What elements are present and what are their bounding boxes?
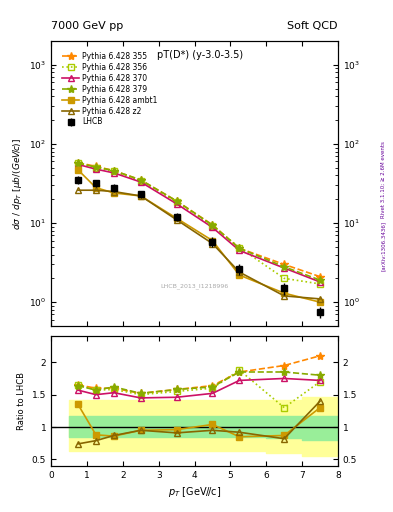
Pythia 6.428 356	[282, 275, 286, 282]
Line: Pythia 6.428 379: Pythia 6.428 379	[74, 159, 324, 284]
Pythia 6.428 ambt1	[237, 272, 242, 278]
Pythia 6.428 z2	[75, 187, 80, 193]
Pythia 6.428 ambt1	[210, 238, 215, 244]
Pythia 6.428 ambt1	[75, 167, 80, 173]
Pythia 6.428 379	[75, 160, 80, 166]
Text: LHCB_2013_I1218996: LHCB_2013_I1218996	[160, 283, 229, 289]
Pythia 6.428 355	[112, 167, 116, 174]
Pythia 6.428 z2	[138, 193, 143, 199]
Y-axis label: $d\sigma\ /\ dp_{T}\ [\mu b/(GeV\!/\!c)]$: $d\sigma\ /\ dp_{T}\ [\mu b/(GeV\!/\!c)]…	[11, 137, 24, 229]
Pythia 6.428 379	[94, 164, 98, 170]
Pythia 6.428 ambt1	[174, 215, 179, 221]
Pythia 6.428 ambt1	[282, 290, 286, 296]
Pythia 6.428 356	[138, 178, 143, 184]
Pythia 6.428 356	[75, 160, 80, 166]
Pythia 6.428 379	[318, 277, 322, 283]
Y-axis label: Ratio to LHCB: Ratio to LHCB	[17, 372, 26, 430]
Pythia 6.428 z2	[94, 187, 98, 193]
Pythia 6.428 370	[94, 166, 98, 172]
Text: Rivet 3.1.10; ≥ 2.6M events: Rivet 3.1.10; ≥ 2.6M events	[381, 141, 386, 218]
Pythia 6.428 ambt1	[318, 299, 322, 305]
Pythia 6.428 355	[210, 222, 215, 228]
Text: Soft QCD: Soft QCD	[288, 21, 338, 31]
Legend: Pythia 6.428 355, Pythia 6.428 356, Pythia 6.428 370, Pythia 6.428 379, Pythia 6: Pythia 6.428 355, Pythia 6.428 356, Pyth…	[61, 51, 159, 128]
Pythia 6.428 370	[237, 247, 242, 253]
Pythia 6.428 356	[112, 168, 116, 175]
Pythia 6.428 ambt1	[94, 185, 98, 191]
Pythia 6.428 379	[138, 177, 143, 183]
Line: Pythia 6.428 370: Pythia 6.428 370	[75, 162, 323, 285]
Pythia 6.428 356	[210, 223, 215, 229]
Pythia 6.428 356	[94, 165, 98, 171]
Pythia 6.428 370	[75, 161, 80, 167]
Pythia 6.428 370	[174, 201, 179, 207]
Pythia 6.428 356	[237, 245, 242, 251]
Pythia 6.428 z2	[174, 217, 179, 223]
Pythia 6.428 370	[138, 179, 143, 185]
Line: Pythia 6.428 z2: Pythia 6.428 z2	[75, 187, 323, 302]
Pythia 6.428 379	[210, 222, 215, 228]
Pythia 6.428 355	[138, 177, 143, 183]
Pythia 6.428 379	[112, 167, 116, 174]
Pythia 6.428 355	[282, 261, 286, 267]
Pythia 6.428 355	[318, 273, 322, 280]
Pythia 6.428 ambt1	[138, 193, 143, 199]
Pythia 6.428 370	[282, 265, 286, 271]
Pythia 6.428 z2	[237, 269, 242, 275]
Text: 7000 GeV pp: 7000 GeV pp	[51, 21, 123, 31]
Line: Pythia 6.428 ambt1: Pythia 6.428 ambt1	[75, 167, 323, 305]
Pythia 6.428 z2	[210, 241, 215, 247]
Pythia 6.428 z2	[112, 188, 116, 195]
Pythia 6.428 355	[94, 163, 98, 169]
Pythia 6.428 379	[174, 198, 179, 204]
Pythia 6.428 370	[318, 279, 322, 285]
Pythia 6.428 356	[174, 199, 179, 205]
Text: pT(D*) (y-3.0-3.5): pT(D*) (y-3.0-3.5)	[157, 50, 243, 59]
Pythia 6.428 ambt1	[112, 190, 116, 196]
X-axis label: $p_{T}$ [GeV$/\!/$c]: $p_{T}$ [GeV$/\!/$c]	[168, 485, 221, 499]
Pythia 6.428 355	[75, 160, 80, 166]
Pythia 6.428 355	[237, 245, 242, 251]
Pythia 6.428 370	[112, 170, 116, 176]
Pythia 6.428 379	[237, 245, 242, 251]
Pythia 6.428 355	[174, 198, 179, 204]
Text: [arXiv:1306.3436]: [arXiv:1306.3436]	[381, 221, 386, 271]
Pythia 6.428 356	[318, 281, 322, 287]
Pythia 6.428 z2	[318, 296, 322, 302]
Pythia 6.428 z2	[282, 293, 286, 299]
Pythia 6.428 370	[210, 224, 215, 230]
Line: Pythia 6.428 356: Pythia 6.428 356	[75, 160, 323, 287]
Line: Pythia 6.428 355: Pythia 6.428 355	[74, 159, 324, 281]
Pythia 6.428 379	[282, 264, 286, 270]
